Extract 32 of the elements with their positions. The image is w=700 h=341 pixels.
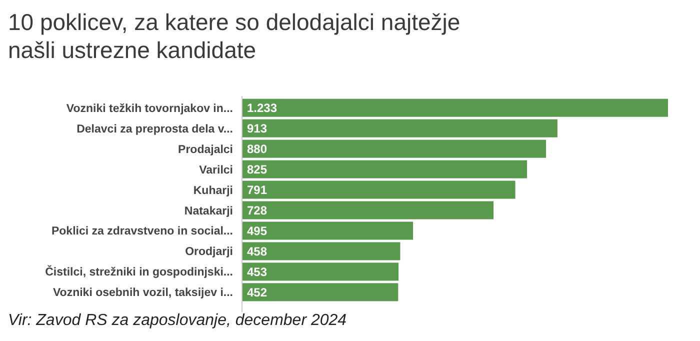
y-tick-label: Vozniki osebnih vozil, taksijev i... bbox=[52, 287, 233, 300]
bar bbox=[242, 222, 414, 240]
data-label: 728 bbox=[247, 203, 268, 218]
data-label: 458 bbox=[247, 244, 268, 258]
y-tick-label: Varilci bbox=[199, 164, 233, 176]
data-label: 1.233 bbox=[247, 101, 278, 116]
data-label: 453 bbox=[247, 264, 268, 279]
bar bbox=[242, 180, 516, 199]
data-label: 791 bbox=[247, 182, 268, 197]
bar bbox=[242, 119, 558, 138]
data-label: 495 bbox=[247, 224, 268, 238]
data-label: 880 bbox=[247, 142, 268, 156]
bar bbox=[242, 201, 494, 220]
y-tick-label: Kuharji bbox=[193, 184, 233, 197]
bar bbox=[242, 242, 400, 260]
data-label: 452 bbox=[247, 285, 268, 300]
bar bbox=[242, 160, 528, 178]
y-tick-label: Prodajalci bbox=[178, 144, 233, 156]
data-label: 825 bbox=[247, 162, 268, 176]
y-tick-label: Natakarji bbox=[184, 205, 233, 218]
y-tick-label: Delavci za preprosta dela v... bbox=[76, 123, 233, 136]
y-tick-label: Orodjarji bbox=[185, 246, 233, 258]
y-tick-label: Čistilci, strežniki in gospodinjski... bbox=[45, 264, 233, 279]
y-tick-label: Poklici za zdravstveno in social... bbox=[51, 226, 233, 238]
data-label: 913 bbox=[247, 122, 268, 136]
bar bbox=[242, 98, 668, 117]
chart-title: 10 poklicev, za katere so delodajalci najtežje našli ustrezne kandidate bbox=[8, 9, 460, 63]
bar bbox=[242, 140, 546, 158]
y-tick-label: Vozniki težkih tovornjakov in... bbox=[66, 102, 233, 115]
bar bbox=[242, 262, 399, 281]
bar bbox=[242, 283, 398, 302]
annotation: Vir: Zavod RS za zaposlovanje, december 2024 bbox=[8, 312, 347, 329]
